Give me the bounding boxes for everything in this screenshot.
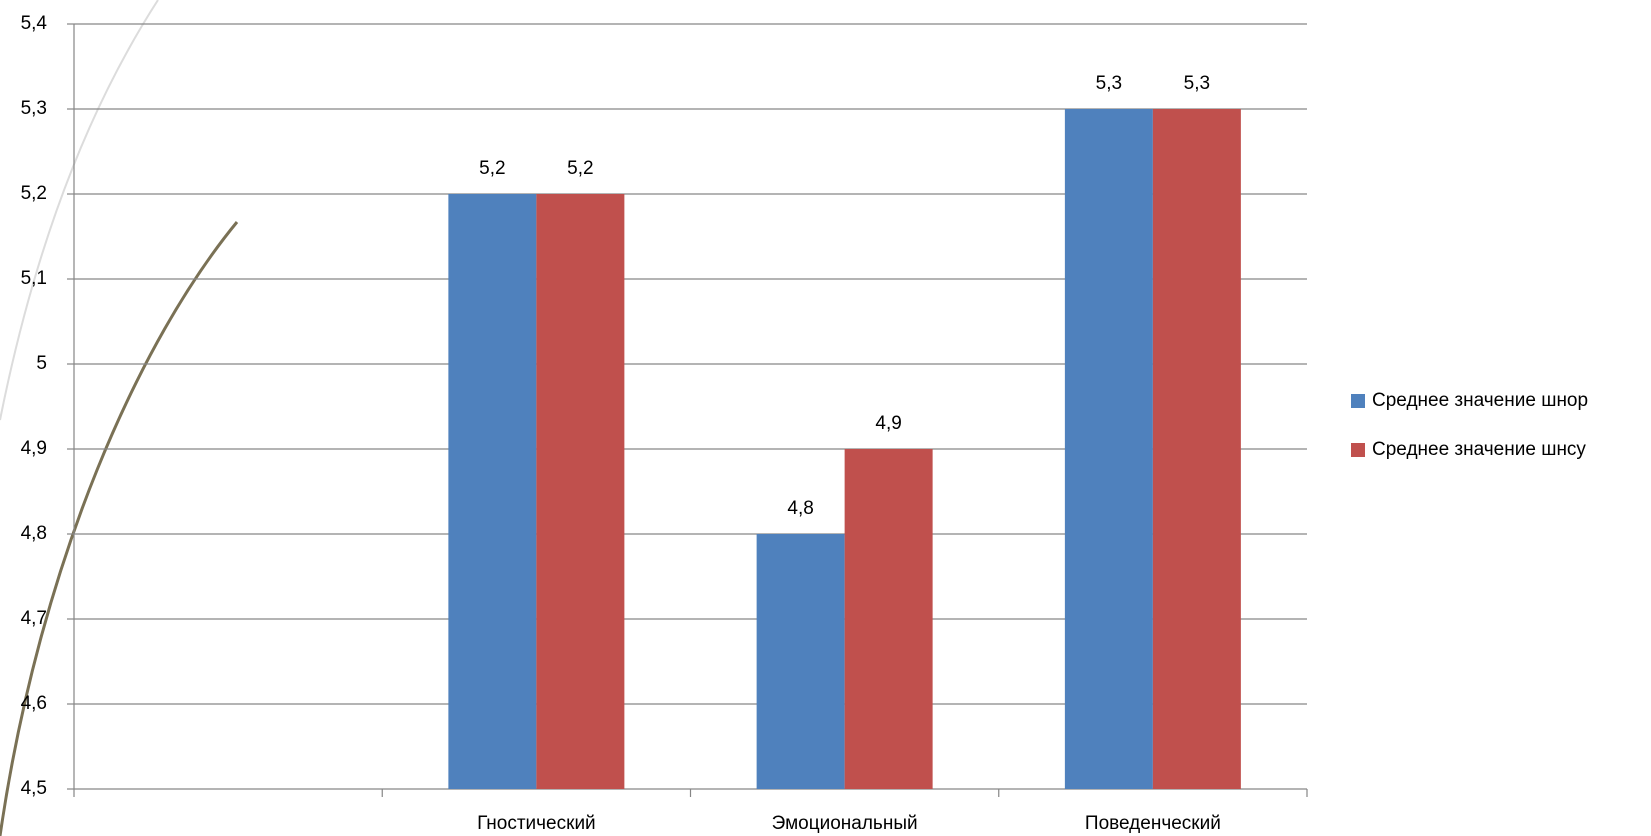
legend-swatch: [1351, 394, 1365, 408]
legend-label: Среднее значение шнор: [1372, 390, 1588, 411]
y-tick-label: 4,5: [21, 778, 47, 799]
y-tick-label: 5: [36, 353, 47, 374]
value-label: 4,8: [787, 498, 813, 519]
legend-label: Среднее значение шнсу: [1372, 439, 1586, 460]
y-tick-label: 4,8: [21, 523, 47, 544]
y-tick-label: 5,1: [21, 268, 47, 289]
bar: [756, 534, 845, 789]
legend-swatch: [1351, 443, 1365, 457]
decor-curve: [0, 0, 159, 421]
y-tick-label: 4,6: [21, 693, 47, 714]
y-tick-label: 5,4: [21, 13, 48, 34]
plot-area: 4,5 4,6 4,7 4,8 4,9 5 5,1 5,2 5,3 5,4 Гностический…: [21, 13, 1589, 834]
y-tick-label: 4,7: [21, 608, 47, 629]
x-tick-label: Гностический: [477, 813, 596, 834]
value-label: 5,2: [479, 158, 505, 179]
decor-curve: [0, 221, 239, 836]
bar: [844, 449, 933, 789]
y-tick-label: 4,9: [21, 438, 47, 459]
y-tick-label: 5,3: [21, 98, 47, 119]
x-tick-label: Поведенческий: [1085, 813, 1221, 834]
bar: [1064, 109, 1153, 789]
value-label: 5,2: [567, 158, 593, 179]
bar: [1152, 109, 1241, 789]
value-label: 5,3: [1096, 73, 1122, 94]
y-tick-label: 5,2: [21, 183, 47, 204]
value-label: 4,9: [875, 413, 901, 434]
bar: [448, 194, 537, 789]
x-tick-label: Эмоциональный: [772, 813, 918, 834]
bar: [536, 194, 625, 789]
value-label: 5,3: [1184, 73, 1210, 94]
